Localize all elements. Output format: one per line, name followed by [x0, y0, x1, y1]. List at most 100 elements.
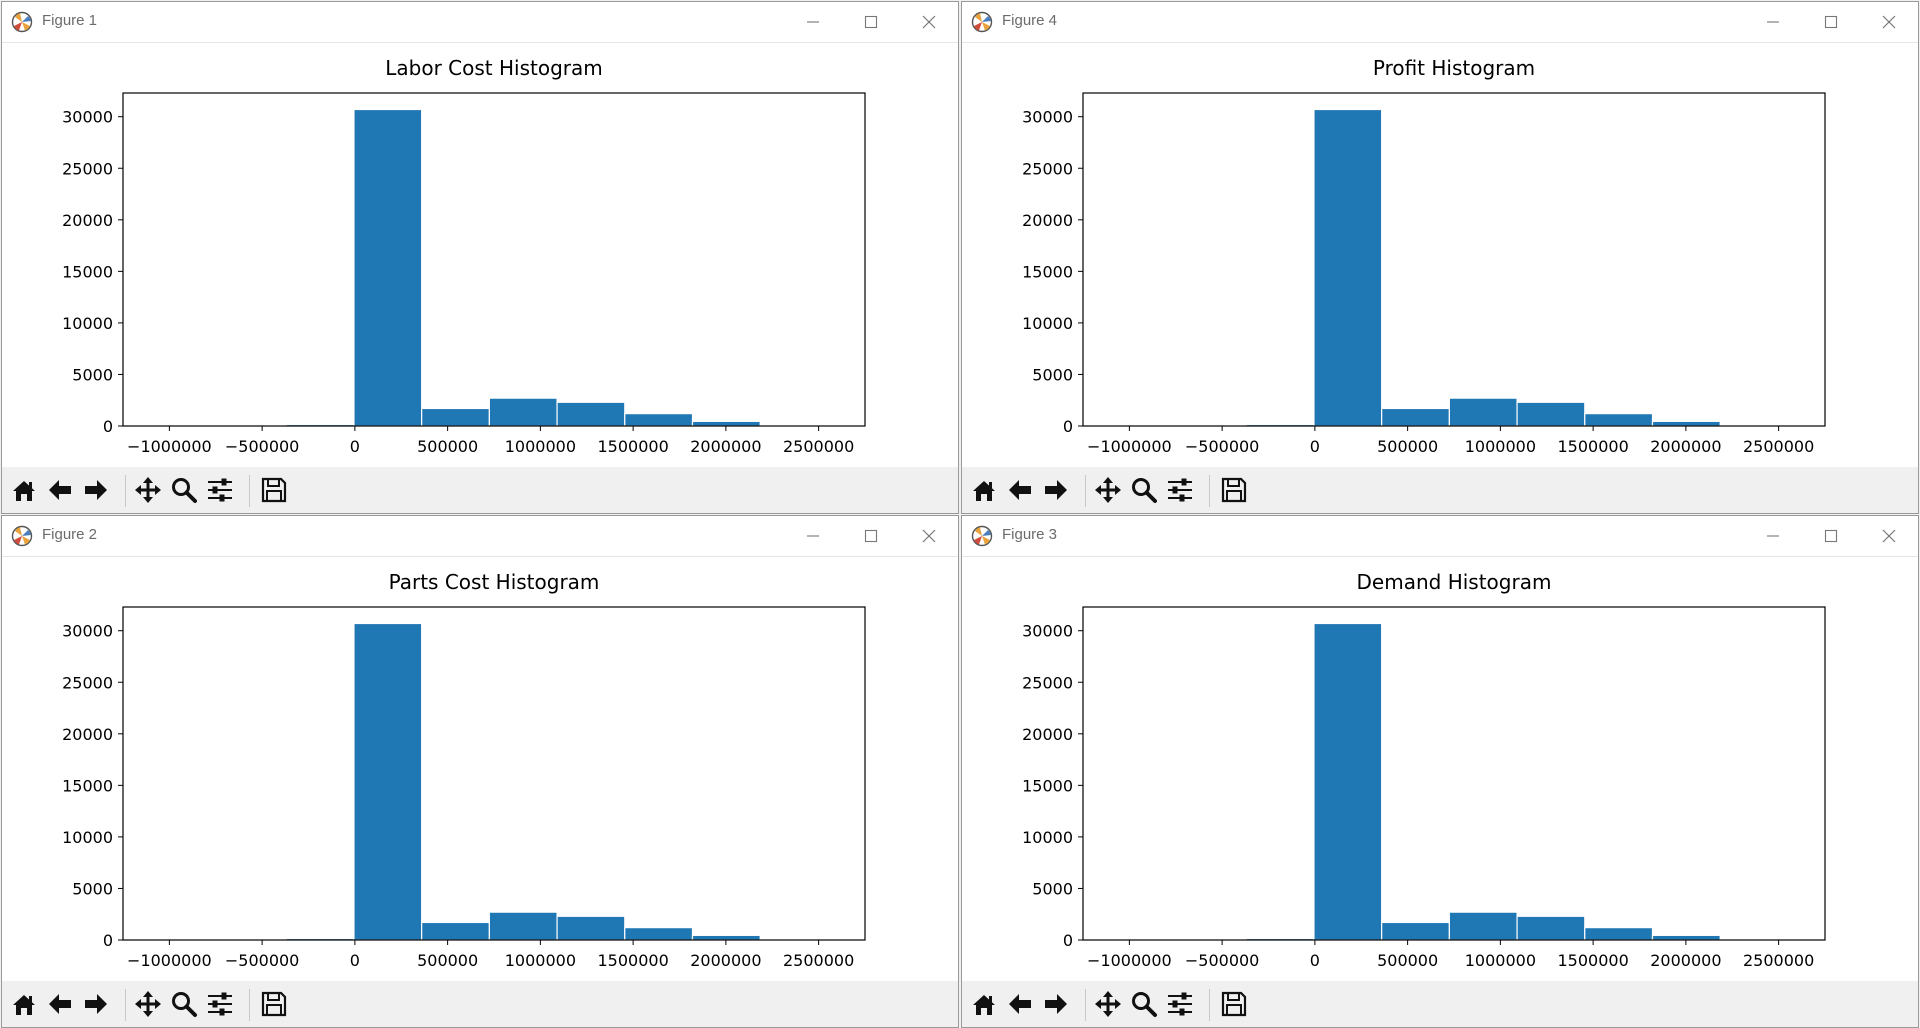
- save-button[interactable]: [1217, 473, 1251, 507]
- zoom-button[interactable]: [1127, 987, 1161, 1021]
- forward-arrow-icon: [1045, 994, 1067, 1014]
- close-icon: [1882, 15, 1896, 29]
- histogram-bar: [1381, 921, 1450, 941]
- figure-window: Figure 4 Profit Histogram −1000000 −500000…: [961, 1, 1919, 514]
- minimize-button[interactable]: [784, 2, 842, 42]
- save-button[interactable]: [257, 473, 291, 507]
- back-arrow-icon: [1009, 480, 1031, 500]
- minimize-button[interactable]: [1744, 2, 1802, 42]
- forward-arrow-button[interactable]: [1039, 473, 1073, 507]
- window-titlebar[interactable]: Figure 1: [2, 2, 958, 43]
- histogram-bar: [1651, 934, 1721, 941]
- histogram-chart: Labor Cost Histogram −1000000 −500000 0 5000…: [62, 56, 866, 456]
- x-tick-label: −500000: [1185, 951, 1259, 970]
- home-button[interactable]: [7, 473, 41, 507]
- histogram-bar: [353, 622, 423, 941]
- matplotlib-app-icon: [11, 525, 33, 547]
- navigation-toolbar: [2, 467, 958, 513]
- x-tick-label: 2000000: [1650, 951, 1721, 970]
- pan-icon: [135, 477, 161, 503]
- close-button[interactable]: [900, 516, 958, 556]
- back-arrow-button[interactable]: [43, 987, 77, 1021]
- back-arrow-icon: [49, 994, 71, 1014]
- window-title: Figure 2: [42, 526, 98, 543]
- close-icon: [1882, 529, 1896, 543]
- zoom-button[interactable]: [167, 473, 201, 507]
- y-tick-label: 15000: [1022, 262, 1073, 281]
- close-button[interactable]: [900, 2, 958, 42]
- zoom-button[interactable]: [167, 987, 201, 1021]
- figure-window: Figure 3 Demand Histogram −1000000 −500000…: [961, 515, 1919, 1028]
- pan-icon: [1095, 991, 1121, 1017]
- y-tick-label: 10000: [62, 314, 113, 333]
- zoom-button[interactable]: [1127, 473, 1161, 507]
- y-tick-label: 10000: [1022, 828, 1073, 847]
- pan-button[interactable]: [1091, 987, 1125, 1021]
- x-tick-label: 2500000: [1743, 437, 1814, 456]
- histogram-bar: [488, 911, 558, 941]
- back-arrow-button[interactable]: [1003, 473, 1037, 507]
- maximize-icon: [864, 529, 878, 543]
- histogram-bar: [624, 927, 694, 941]
- close-icon: [922, 15, 936, 29]
- save-icon: [261, 991, 287, 1017]
- y-tick-label: 0: [103, 417, 113, 436]
- back-arrow-button[interactable]: [43, 473, 77, 507]
- window-titlebar[interactable]: Figure 4: [962, 2, 1918, 43]
- home-button[interactable]: [7, 987, 41, 1021]
- back-arrow-button[interactable]: [1003, 987, 1037, 1021]
- save-button[interactable]: [257, 987, 291, 1021]
- navigation-toolbar: [962, 467, 1918, 513]
- configure-subplots-button[interactable]: [203, 473, 237, 507]
- configure-subplots-button[interactable]: [1163, 473, 1197, 507]
- x-tick-label: −500000: [1185, 437, 1259, 456]
- pan-button[interactable]: [1091, 473, 1125, 507]
- maximize-button[interactable]: [842, 2, 900, 42]
- zoom-icon: [1132, 478, 1157, 503]
- x-tick-label: 2500000: [1743, 951, 1814, 970]
- maximize-button[interactable]: [842, 516, 900, 556]
- x-tick-label: 1500000: [597, 437, 668, 456]
- home-button[interactable]: [967, 987, 1001, 1021]
- x-tick-label: −1000000: [127, 437, 212, 456]
- axes-frame: [1082, 92, 1826, 427]
- forward-arrow-icon: [85, 994, 107, 1014]
- y-tick-label: 25000: [62, 673, 113, 692]
- close-button[interactable]: [1860, 516, 1918, 556]
- x-tick-label: 0: [1310, 951, 1320, 970]
- window-titlebar[interactable]: Figure 2: [2, 516, 958, 557]
- y-tick-label: 0: [1063, 417, 1073, 436]
- close-button[interactable]: [1860, 2, 1918, 42]
- y-tick-label: 10000: [62, 828, 113, 847]
- forward-arrow-button[interactable]: [79, 987, 113, 1021]
- histogram-bar: [1651, 420, 1721, 427]
- toolbar-separator: [125, 989, 126, 1021]
- plot-area: Profit Histogram −1000000 −500000 0 500000 10…: [962, 43, 1918, 467]
- minimize-button[interactable]: [784, 516, 842, 556]
- y-tick-label: 20000: [1022, 725, 1073, 744]
- y-tick-label: 30000: [1022, 108, 1073, 127]
- save-button[interactable]: [1217, 987, 1251, 1021]
- pan-button[interactable]: [131, 473, 165, 507]
- toolbar-separator: [1085, 475, 1086, 507]
- figure-window: Figure 2 Parts Cost Histogram −1000000 −50…: [1, 515, 959, 1028]
- histogram-chart: Parts Cost Histogram −1000000 −500000 0 5000…: [62, 570, 866, 970]
- histogram-bar: [1448, 911, 1518, 941]
- maximize-button[interactable]: [1802, 516, 1860, 556]
- minimize-button[interactable]: [1744, 516, 1802, 556]
- x-tick-label: 0: [350, 437, 360, 456]
- configure-subplots-button[interactable]: [1163, 987, 1197, 1021]
- axes-frame: [122, 606, 866, 941]
- x-tick-label: 1500000: [1557, 951, 1628, 970]
- pan-button[interactable]: [131, 987, 165, 1021]
- figure-window: Figure 1 Labor Cost Histogram −1000000 −50…: [1, 1, 959, 514]
- configure-subplots-button[interactable]: [203, 987, 237, 1021]
- toolbar-separator: [1209, 989, 1210, 1021]
- histogram-bar: [624, 413, 694, 427]
- x-tick-label: −500000: [225, 437, 299, 456]
- window-titlebar[interactable]: Figure 3: [962, 516, 1918, 557]
- home-button[interactable]: [967, 473, 1001, 507]
- maximize-button[interactable]: [1802, 2, 1860, 42]
- forward-arrow-button[interactable]: [79, 473, 113, 507]
- forward-arrow-button[interactable]: [1039, 987, 1073, 1021]
